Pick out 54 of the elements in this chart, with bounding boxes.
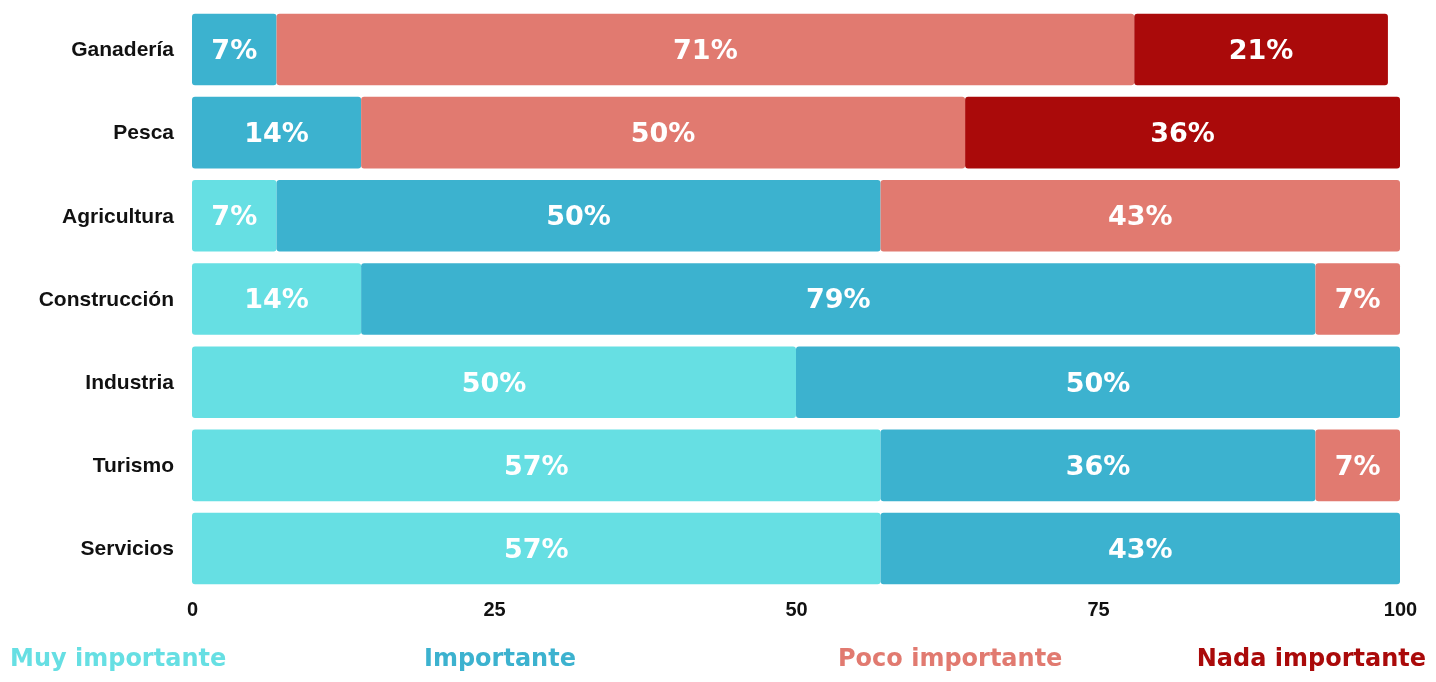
- bar: [1134, 13, 1388, 86]
- bar: [796, 346, 1400, 418]
- data-label: 57%: [503, 449, 569, 481]
- bar: [361, 96, 966, 169]
- data-label: 79%: [805, 283, 871, 315]
- bar: [192, 263, 362, 335]
- text: Poco importante: [838, 644, 1063, 672]
- data-label: 14%: [244, 283, 309, 315]
- text: Muy importante: [10, 644, 227, 672]
- bar: [192, 180, 277, 252]
- y-tick-label: Servicios: [80, 536, 174, 560]
- bar: [880, 429, 1316, 502]
- bar: [192, 13, 277, 86]
- y-tick-label: Turismo: [92, 453, 174, 477]
- bar: [192, 346, 796, 418]
- data-label: 43%: [1107, 200, 1173, 232]
- y-tick-label: Industria: [85, 369, 175, 393]
- data-label: 7%: [1334, 283, 1381, 315]
- bar: [276, 13, 1135, 86]
- data-label: 7%: [211, 200, 258, 232]
- x-tick-label: 50: [785, 598, 808, 621]
- bar: [192, 512, 881, 585]
- data-label: 57%: [503, 533, 569, 565]
- bar: [361, 263, 1316, 335]
- data-label: 50%: [546, 200, 611, 232]
- x-tick-label: 100: [1383, 598, 1418, 621]
- data-label: 7%: [211, 33, 258, 65]
- data-label: 50%: [461, 366, 527, 398]
- y-tick-label: Agricultura: [61, 203, 175, 227]
- data-label: 36%: [1065, 449, 1131, 481]
- y-tick-label: Construcción: [38, 286, 174, 310]
- data-label: 7%: [1334, 449, 1381, 481]
- text: Nada importante: [1196, 644, 1426, 672]
- data-label: 14%: [244, 117, 309, 149]
- data-label: 21%: [1228, 33, 1294, 65]
- y-tick-label: Ganadería: [71, 37, 175, 61]
- data-label: 43%: [1107, 533, 1173, 565]
- data-label: 50%: [630, 117, 696, 149]
- bar: [1315, 263, 1400, 335]
- bar: [192, 429, 881, 502]
- bar: [192, 96, 362, 169]
- data-label: 71%: [673, 33, 738, 65]
- bar: [880, 180, 1400, 252]
- bar: [880, 512, 1400, 585]
- data-label: 50%: [1065, 366, 1131, 398]
- x-tick-label: 25: [483, 598, 506, 621]
- data-label: 36%: [1150, 117, 1215, 149]
- bar: [276, 180, 881, 252]
- text: Importante: [424, 644, 576, 672]
- bar: [965, 96, 1400, 169]
- bar: [1315, 429, 1400, 502]
- x-tick-label: 75: [1087, 598, 1110, 621]
- x-tick-label: 0: [186, 598, 199, 621]
- y-tick-label: Pesca: [113, 120, 175, 144]
